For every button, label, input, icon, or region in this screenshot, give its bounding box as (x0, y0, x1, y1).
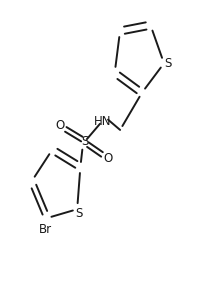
Text: S: S (164, 57, 171, 70)
Text: O: O (103, 152, 112, 165)
Text: Br: Br (39, 223, 52, 236)
Text: S: S (75, 207, 83, 220)
Text: S: S (81, 135, 89, 148)
Text: O: O (55, 119, 65, 132)
Text: HN: HN (94, 115, 112, 128)
